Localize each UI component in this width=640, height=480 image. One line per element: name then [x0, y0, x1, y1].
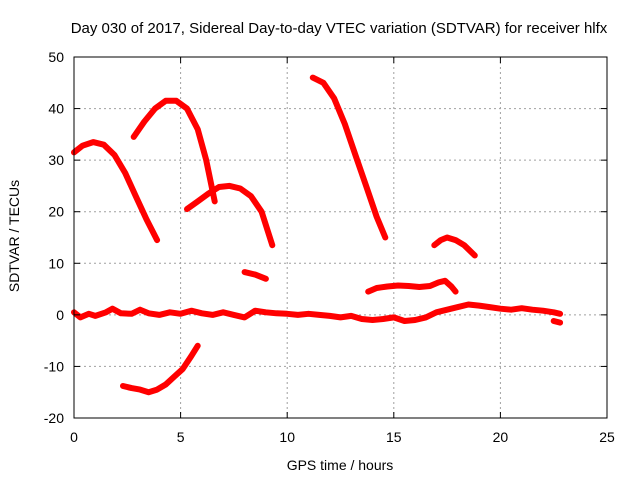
y-tick-label: 40	[48, 101, 64, 117]
series-arc-2	[130, 97, 218, 205]
chart-title: Day 030 of 2017, Sidereal Day-to-day VTE…	[71, 20, 608, 37]
y-tick-label: 20	[48, 204, 64, 220]
y-tick-label: 10	[48, 255, 64, 271]
series-arc-5	[309, 74, 389, 241]
series-arc-8	[120, 342, 201, 396]
x-tick-label: 0	[70, 429, 78, 445]
y-tick-label: 0	[56, 307, 64, 323]
x-tick-label: 5	[177, 429, 185, 445]
y-tick-label: -10	[44, 358, 64, 374]
x-tick-label: 15	[386, 429, 402, 445]
series-arc-4	[241, 269, 269, 282]
x-tick-label: 20	[493, 429, 509, 445]
y-tick-label: -20	[44, 410, 64, 426]
y-axis-title: SDTVAR / TECUs	[6, 180, 22, 292]
series-tail	[550, 318, 564, 326]
series-arc-6	[365, 277, 459, 295]
series-layer	[71, 74, 564, 396]
y-tick-label: 30	[48, 152, 64, 168]
x-tick-label: 25	[599, 429, 615, 445]
plot-frame	[73, 56, 608, 419]
series-arc-3	[184, 182, 276, 249]
series-baseline	[71, 301, 564, 324]
series-arc-7	[431, 234, 478, 259]
series-arc-1	[71, 139, 161, 244]
x-axis-title: GPS time / hours	[287, 457, 394, 473]
x-tick-label: 10	[279, 429, 295, 445]
y-tick-label: 50	[48, 49, 64, 65]
axis-layer: 0 5 10 15 20 25 -20 -10 0 10 20 30 40 50	[44, 49, 615, 445]
